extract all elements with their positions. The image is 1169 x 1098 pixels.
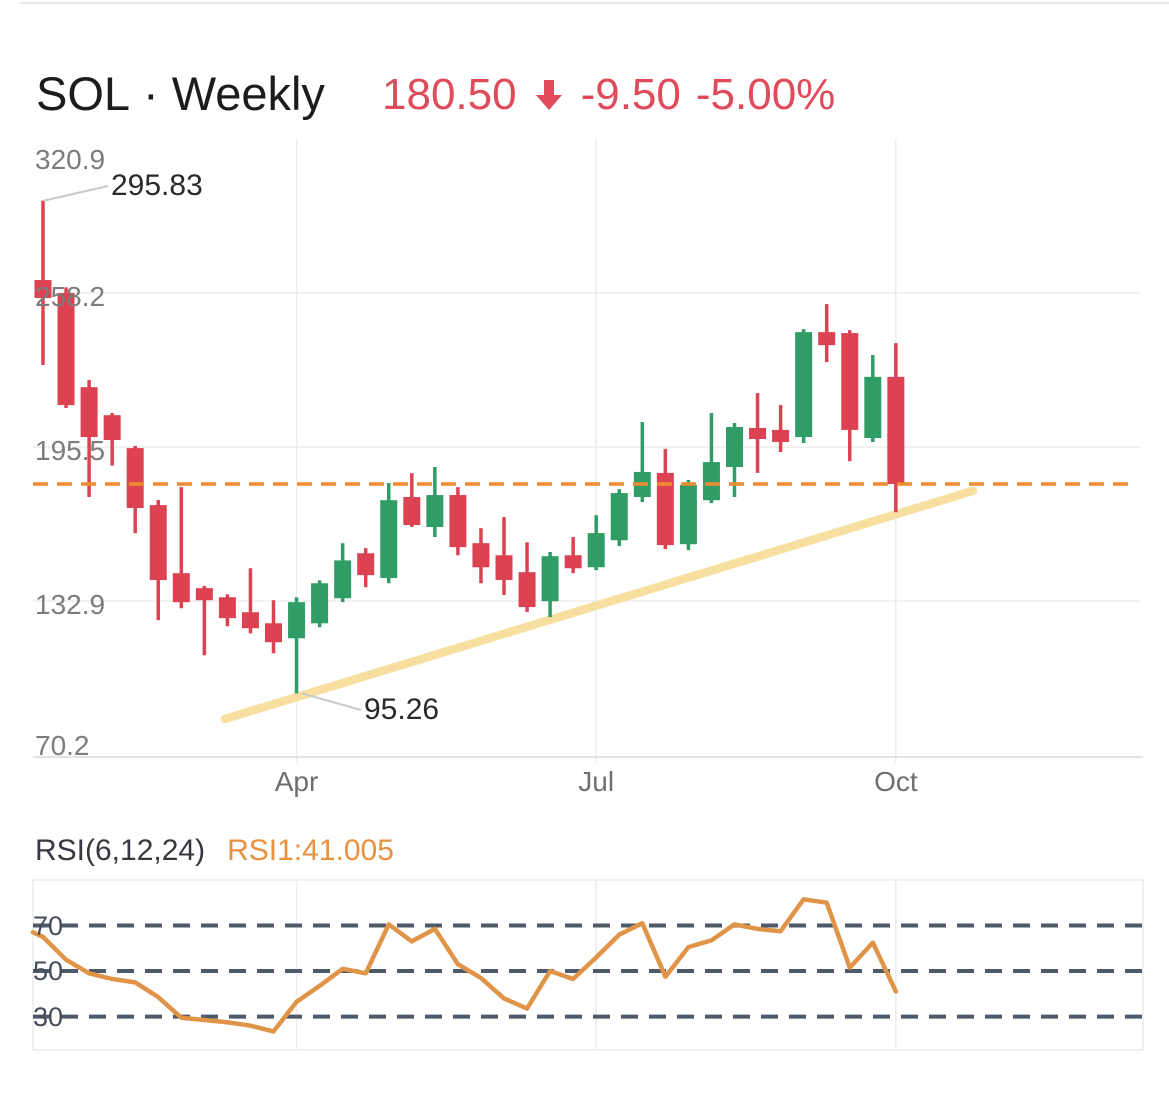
candle-body xyxy=(357,553,375,576)
candle-body xyxy=(288,602,306,639)
price-axis-tick: 320.9 xyxy=(35,144,106,175)
time-axis-tick: Apr xyxy=(274,766,319,797)
rsi-current-value: RSI1:41.005 xyxy=(227,834,394,867)
rsi-panel-border xyxy=(32,879,1144,1051)
symbol-name: SOL xyxy=(36,67,131,120)
candle-body xyxy=(311,583,329,624)
candle-body xyxy=(587,533,605,568)
price-annotation-label: 295.83 xyxy=(111,169,203,202)
price-axis-tick: 132.9 xyxy=(35,588,106,620)
candle-body xyxy=(103,415,121,440)
rsi-level-tick: 30 xyxy=(33,1001,64,1032)
candle-body xyxy=(841,333,859,430)
candle-body xyxy=(172,573,190,603)
candle-body xyxy=(772,429,790,442)
candle-body xyxy=(241,612,259,629)
down-arrow-icon xyxy=(534,78,564,112)
candle-body xyxy=(472,543,490,568)
price-change: -9.50 xyxy=(580,70,681,119)
rsi-indicator-header[interactable]: RSI(6,12,24) RSI1:41.005 xyxy=(35,834,394,868)
candle-body xyxy=(149,505,167,581)
price-axis-tick: 70.2 xyxy=(35,730,90,761)
title-separator: · xyxy=(143,67,159,120)
candle-body xyxy=(218,597,236,619)
price-annotation-label: 95.26 xyxy=(364,693,440,726)
candle-body xyxy=(564,555,582,569)
candle-body xyxy=(403,497,421,526)
price-axis-tick: 258.2 xyxy=(35,281,106,313)
candle-body xyxy=(126,448,144,509)
candle-body xyxy=(334,560,352,599)
candle-body xyxy=(610,493,628,541)
candle-body xyxy=(541,556,559,602)
candle-body xyxy=(495,555,513,581)
annotation-connector xyxy=(301,692,362,711)
candle-body xyxy=(426,495,444,527)
rsi-level-tick: 50 xyxy=(33,956,64,987)
rsi-settings-label[interactable]: RSI(6,12,24) xyxy=(35,834,206,867)
rsi-line xyxy=(30,897,899,1034)
candle-body xyxy=(80,387,98,438)
candle-body xyxy=(449,495,467,548)
rsi-level-tick: 70 xyxy=(33,910,64,941)
candle-body xyxy=(195,588,213,601)
annotation-connector xyxy=(43,185,109,202)
candle-body xyxy=(818,332,836,346)
candle-body xyxy=(864,376,882,439)
price-change-pct: -5.00% xyxy=(695,70,836,119)
candle-body xyxy=(795,332,813,438)
candle-body xyxy=(749,427,767,440)
candle-body xyxy=(887,376,905,484)
candle-body xyxy=(34,280,52,298)
candle-body xyxy=(702,462,720,501)
candle-body xyxy=(679,484,697,545)
candle-body xyxy=(518,572,536,608)
candle-body xyxy=(380,500,398,579)
candle-body xyxy=(265,623,282,643)
candle-body xyxy=(57,293,75,406)
timeframe-label[interactable]: Weekly xyxy=(171,67,325,120)
trendline xyxy=(220,486,978,724)
time-axis-tick: Oct xyxy=(874,766,918,797)
time-axis-tick: Jul xyxy=(578,766,615,797)
price-axis-tick: 195.5 xyxy=(35,435,106,467)
symbol-title[interactable]: SOL · Weekly xyxy=(36,66,325,121)
price-quote: 180.50 -9.50 -5.00% xyxy=(382,70,835,120)
last-price: 180.50 xyxy=(382,70,517,119)
candle-body xyxy=(656,472,674,546)
candle-body xyxy=(726,426,743,468)
